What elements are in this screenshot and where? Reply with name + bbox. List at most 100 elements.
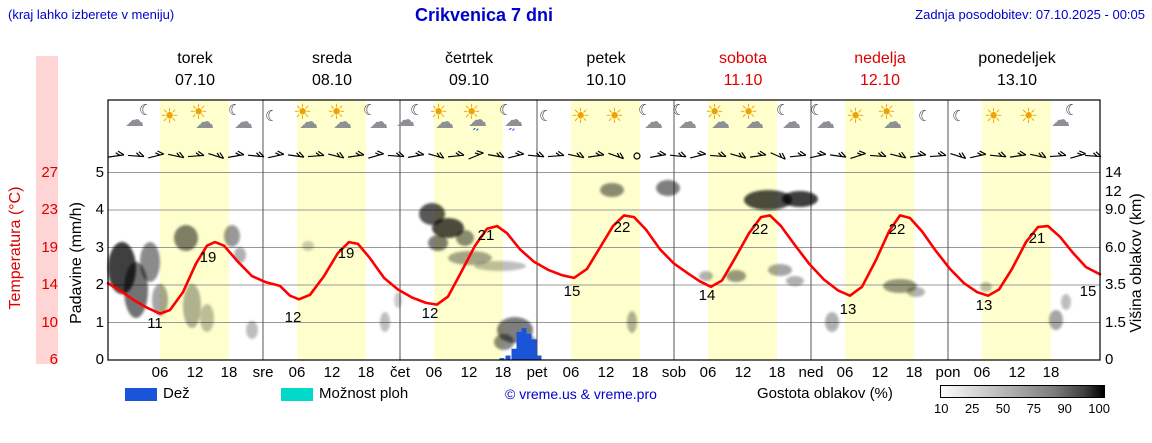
cloud-scale-value: 90 bbox=[1057, 401, 1072, 416]
wind-barb-feather bbox=[138, 151, 145, 157]
rain-bar bbox=[516, 331, 522, 360]
wind-barb-feather bbox=[436, 152, 441, 158]
temp-value-label: 22 bbox=[614, 219, 631, 236]
sun-icon: ☀ bbox=[429, 100, 448, 124]
wind-barb-icon bbox=[749, 154, 767, 158]
wind-barb-feather bbox=[778, 152, 783, 158]
wind-barb-feather bbox=[296, 152, 301, 157]
cloud-icon: ☁ bbox=[369, 111, 388, 133]
wind-barb-icon bbox=[690, 153, 706, 159]
wind-barb-feather bbox=[155, 152, 161, 156]
wind-barb-icon bbox=[447, 154, 465, 158]
moon-icon: ☾ bbox=[810, 101, 824, 119]
wind-barb-feather bbox=[856, 152, 863, 156]
temp-value-label: 19 bbox=[338, 245, 355, 262]
time-tick: 06 bbox=[562, 364, 580, 381]
wind-barb-icon bbox=[1009, 154, 1027, 158]
day-date: 13.10 bbox=[996, 72, 1038, 89]
cloud-icon: ☁ bbox=[711, 111, 730, 133]
temp-value-label: 12 bbox=[422, 305, 439, 322]
daytime-band bbox=[708, 100, 777, 360]
precip-axis-tick: 4 bbox=[95, 201, 104, 218]
time-tick: pet bbox=[526, 364, 548, 381]
weather-icon-sun: ☀ bbox=[599, 102, 633, 140]
weather-icon-sun: ☀ bbox=[565, 102, 599, 140]
wind-barb-feather bbox=[357, 150, 365, 156]
moon-icon: ☾ bbox=[139, 101, 153, 119]
weather-icon-sun-cloud: ☀ ☁ bbox=[426, 102, 460, 140]
cloud-scale-value: 50 bbox=[995, 401, 1011, 416]
wind-barb-feather bbox=[457, 150, 465, 156]
temp-value-label: 21 bbox=[1029, 230, 1046, 247]
rain-bar bbox=[536, 355, 542, 360]
wind-barb-feather bbox=[555, 152, 561, 157]
wind-barb-feather bbox=[799, 150, 807, 156]
sun-icon: ☀ bbox=[605, 104, 624, 128]
wind-barb-feather bbox=[958, 152, 963, 158]
day-name: sreda bbox=[311, 50, 353, 67]
rain-bar bbox=[499, 358, 505, 360]
precip-axis-tick: 3 bbox=[95, 238, 104, 256]
wind-barb-feather bbox=[275, 152, 281, 156]
moon-icon: ☾ bbox=[265, 107, 279, 125]
weather-icon-moon: ☾ bbox=[943, 102, 977, 140]
moon-icon: ☾ bbox=[638, 101, 652, 119]
wind-barb-icon bbox=[850, 152, 866, 160]
cloud-icon: ☁ bbox=[883, 111, 902, 133]
cloud-blob bbox=[456, 230, 474, 246]
rain-bar bbox=[511, 348, 517, 360]
precip-axis-tick: 0 bbox=[95, 351, 104, 368]
cloud-blob bbox=[726, 270, 746, 282]
daytime-band bbox=[982, 100, 1051, 360]
wind-barb-feather bbox=[781, 152, 786, 160]
wind-barb-feather bbox=[336, 152, 341, 158]
wind-barb-feather bbox=[819, 150, 827, 155]
temp-value-label: 11 bbox=[147, 315, 163, 332]
weather-icon-sun: ☀ bbox=[840, 102, 874, 140]
wind-barb-feather bbox=[759, 150, 767, 156]
weather-icon-sun-cloud: ☀ ☁ bbox=[874, 102, 908, 140]
time-tick: 12 bbox=[460, 364, 478, 381]
wind-barb-feather bbox=[398, 151, 405, 157]
wind-barb-icon bbox=[869, 154, 887, 158]
moon-icon: ☾ bbox=[228, 101, 242, 119]
time-tick: 18 bbox=[1042, 364, 1060, 381]
wind-barb-feather bbox=[377, 150, 384, 155]
wind-barb-feather bbox=[757, 152, 763, 156]
wind-barb-icon bbox=[508, 153, 524, 159]
cloud-axis-tick: 12 bbox=[1105, 183, 1122, 200]
cloud-blob bbox=[627, 311, 637, 333]
wind-barb-feather bbox=[738, 152, 743, 158]
menu-hint: (kraj lahko izberete v meniju) bbox=[8, 7, 175, 22]
credit-link[interactable]: © vreme.us & vreme.pro bbox=[505, 386, 657, 402]
weather-icon-moon: ☾ bbox=[909, 102, 943, 140]
cloud-blob bbox=[380, 312, 390, 332]
time-tick: čet bbox=[389, 364, 410, 381]
wind-barb-feather bbox=[817, 152, 823, 156]
wind-barb-feather bbox=[977, 152, 983, 156]
weather-icon-sun: ☀ bbox=[154, 102, 188, 140]
weather-icon-cloud-moon: ☾ ☁ bbox=[122, 102, 156, 140]
cloud-blob bbox=[1049, 310, 1063, 330]
wind-barb-feather bbox=[1092, 152, 1098, 157]
temp-value-label: 13 bbox=[976, 297, 993, 314]
wind-barb-feather bbox=[179, 151, 185, 159]
day-date: 07.10 bbox=[174, 72, 216, 89]
wind-barb-icon bbox=[547, 154, 565, 158]
weather-icon-moon-cloud: ☾ ☁ bbox=[668, 102, 702, 140]
sun-icon: ☀ bbox=[462, 100, 481, 124]
wind-barb-icon bbox=[608, 152, 624, 160]
time-tick: 06 bbox=[973, 364, 991, 381]
sun-icon: ☀ bbox=[739, 100, 758, 124]
wind-barb-icon bbox=[368, 153, 384, 159]
wind-barb-feather bbox=[1038, 152, 1043, 158]
wind-barb-feather bbox=[517, 150, 525, 155]
weather-icon-moon-cloud: ☾ ☁ bbox=[634, 102, 668, 140]
wind-barb-feather bbox=[1077, 152, 1083, 156]
wind-barb-icon bbox=[587, 154, 605, 158]
wind-barb-feather bbox=[1041, 151, 1047, 159]
day-date: 11.10 bbox=[723, 72, 763, 89]
wind-barb-feather bbox=[1017, 152, 1023, 156]
wind-barb-feather bbox=[256, 152, 261, 157]
